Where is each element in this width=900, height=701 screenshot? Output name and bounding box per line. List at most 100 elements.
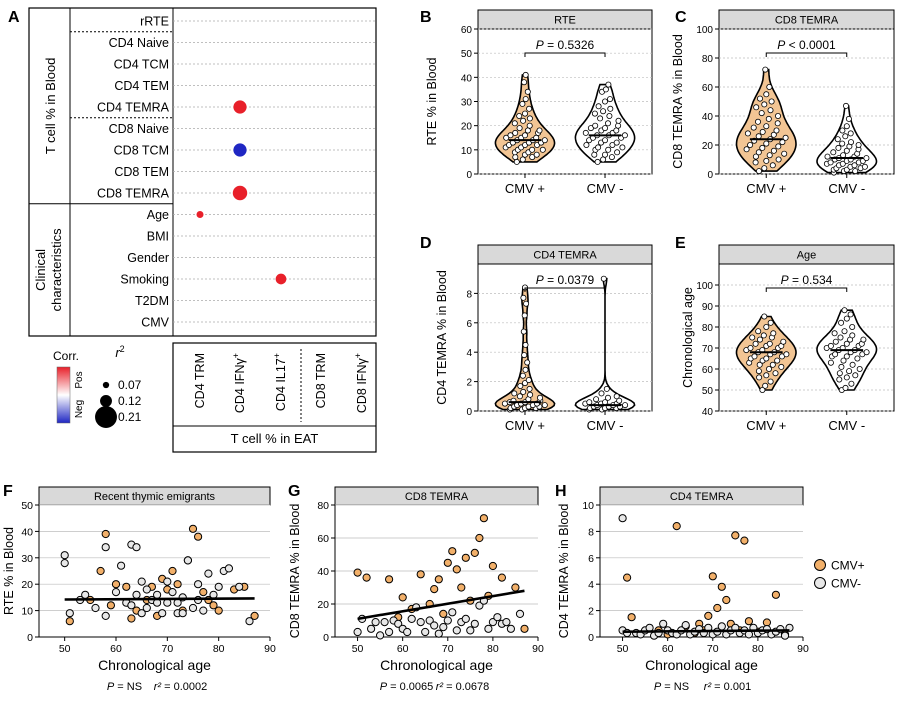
panel-a-legend-size-label: 0.21 bbox=[118, 410, 142, 424]
panel-c-data-point bbox=[766, 152, 773, 159]
panel-h-ytick-label: 10 bbox=[582, 500, 594, 512]
panel-g-data-point bbox=[398, 593, 407, 602]
panel-e-data-point bbox=[766, 365, 773, 372]
panel-b-data-point bbox=[503, 134, 510, 141]
panel-g-data-point bbox=[371, 618, 380, 627]
panel-e-data-point bbox=[774, 357, 781, 364]
panel-f-data-point bbox=[101, 543, 110, 552]
panel-g-title: CD8 TEMRA bbox=[405, 491, 469, 503]
panel-g-data-point bbox=[484, 624, 493, 633]
panel-f-ytick-label: 50 bbox=[21, 500, 33, 512]
panel-e-ylabel: Chronological age bbox=[681, 287, 695, 388]
panel-c-data-point bbox=[752, 153, 759, 160]
panel-c-category-label: CMV + bbox=[746, 181, 786, 196]
panel-g-data-point bbox=[470, 619, 479, 628]
panel-a-legend-pos: Pos bbox=[74, 371, 85, 388]
panel-c-data-point bbox=[824, 153, 831, 160]
panel-b-data-point bbox=[522, 132, 529, 139]
panel-a-correlation-dot bbox=[196, 211, 204, 218]
panel-letter-c: C bbox=[675, 9, 687, 26]
panel-f-data-point bbox=[209, 601, 218, 610]
panel-f-data-point bbox=[60, 559, 69, 568]
panel-g-data-point bbox=[488, 618, 497, 627]
panel-d-ytick-label: 0 bbox=[466, 407, 472, 418]
panel-b-ytick-label: 20 bbox=[461, 122, 473, 133]
panel-a-row-label: Age bbox=[147, 208, 169, 222]
panel-a-frame bbox=[28, 7, 377, 337]
panel-b-data-point bbox=[608, 154, 615, 161]
panel-h-xtick-label: 60 bbox=[662, 643, 674, 655]
panel-b-data-point bbox=[619, 144, 626, 151]
panel-c-data-point bbox=[840, 152, 847, 159]
panel-g-data-point bbox=[520, 624, 529, 633]
panel-f-data-point bbox=[173, 580, 182, 589]
panel-b-data-point bbox=[524, 88, 531, 95]
panel-h-data-point bbox=[744, 617, 754, 626]
panel-d-p-value: P = 0.0379 bbox=[536, 273, 595, 287]
panel-e-data-point bbox=[772, 370, 779, 377]
panel-h-ytick-label: 4 bbox=[588, 579, 594, 591]
panel-e-ytick-label: 60 bbox=[702, 365, 714, 376]
panel-g-data-point bbox=[479, 514, 488, 523]
panel-d-ytick-label: 2 bbox=[466, 378, 472, 389]
panel-c-data-point bbox=[781, 150, 788, 157]
panel-f-data-point bbox=[137, 577, 146, 586]
panel-e-data-point bbox=[836, 376, 843, 383]
panel-h-xtick-label: 70 bbox=[707, 643, 719, 655]
panel-f-xtick-label: 50 bbox=[59, 643, 71, 655]
panel-a-row-label: T2DM bbox=[135, 294, 169, 308]
panel-c-data-point bbox=[753, 104, 760, 111]
panel-b: RTE 0 10 20 30 40 50 60 RTE % in Blood CMV + CMV -… bbox=[425, 9, 653, 196]
panel-e-data-point bbox=[762, 382, 769, 389]
panel-h-data-point bbox=[704, 611, 713, 621]
panel-b-data-point bbox=[529, 154, 536, 161]
panel-g-data-point bbox=[362, 573, 371, 582]
panel-f-data-point bbox=[127, 614, 136, 623]
panel-g-data-point bbox=[425, 616, 434, 625]
panel-a-group-label: T cell % in Blood bbox=[43, 58, 58, 155]
panel-b-data-point bbox=[602, 86, 609, 93]
panel-d-data-point bbox=[616, 397, 623, 404]
panel-d-data-point bbox=[521, 312, 528, 319]
panel-c-data-point bbox=[762, 66, 769, 73]
panel-f-data-point bbox=[245, 617, 254, 626]
panel-g: CD8 TEMRA 0 20 40 60 80 50 60 70 80 90 Chronologica… bbox=[288, 486, 544, 693]
panel-g-ytick-label: 20 bbox=[317, 599, 329, 611]
panel-a-row-label: BMI bbox=[147, 230, 169, 244]
panel-f-data-point bbox=[137, 609, 146, 618]
panel-c-data-point bbox=[863, 155, 870, 162]
panel-a-correlation-dot bbox=[275, 273, 287, 285]
panel-e-data-point bbox=[843, 353, 850, 360]
panel-b-data-point bbox=[602, 151, 609, 158]
panel-g-xtick-label: 50 bbox=[352, 643, 364, 655]
panel-a-row-label: CD8 TCM bbox=[114, 144, 169, 158]
panel-e-data-point bbox=[783, 351, 790, 358]
panel-h-data-point bbox=[731, 531, 740, 540]
panel-c-ytick-label: 60 bbox=[702, 83, 714, 94]
panel-b-p-value: P = 0.5326 bbox=[536, 38, 595, 52]
panel-d-data-point bbox=[523, 300, 530, 307]
panel-f-xtick-label: 80 bbox=[213, 643, 225, 655]
panel-g-data-point bbox=[403, 627, 412, 637]
panel-b-data-point bbox=[597, 115, 604, 122]
panel-e-significance-bracket bbox=[765, 287, 848, 292]
panel-c-data-point bbox=[765, 115, 772, 122]
panel-e-data-point bbox=[831, 330, 838, 337]
panel-g-ytick-label: 60 bbox=[317, 533, 329, 545]
panel-a-row-label: Smoking bbox=[120, 273, 169, 287]
panel-g-data-point bbox=[457, 583, 466, 592]
panel-e-title: Age bbox=[797, 250, 817, 262]
panel-c: CD8 TEMRA 0 20 40 60 80 100 CD8 TEMRA % in Bloo… bbox=[671, 9, 895, 196]
panel-e-ytick-label: 40 bbox=[702, 407, 714, 418]
panel-f-ytick-label: 20 bbox=[21, 579, 33, 591]
panel-f-data-point bbox=[65, 617, 74, 626]
panel-a-correlation-dot bbox=[233, 143, 247, 157]
panel-g-data-point bbox=[421, 627, 430, 637]
panel-e-data-point bbox=[854, 355, 861, 362]
panel-c-data-point bbox=[847, 130, 854, 137]
panel-g-data-point bbox=[493, 613, 502, 622]
panel-e-data-point bbox=[827, 342, 834, 349]
panel-a-column-label: CD4 TRM bbox=[193, 353, 207, 408]
panel-g-xtick-label: 80 bbox=[487, 643, 499, 655]
